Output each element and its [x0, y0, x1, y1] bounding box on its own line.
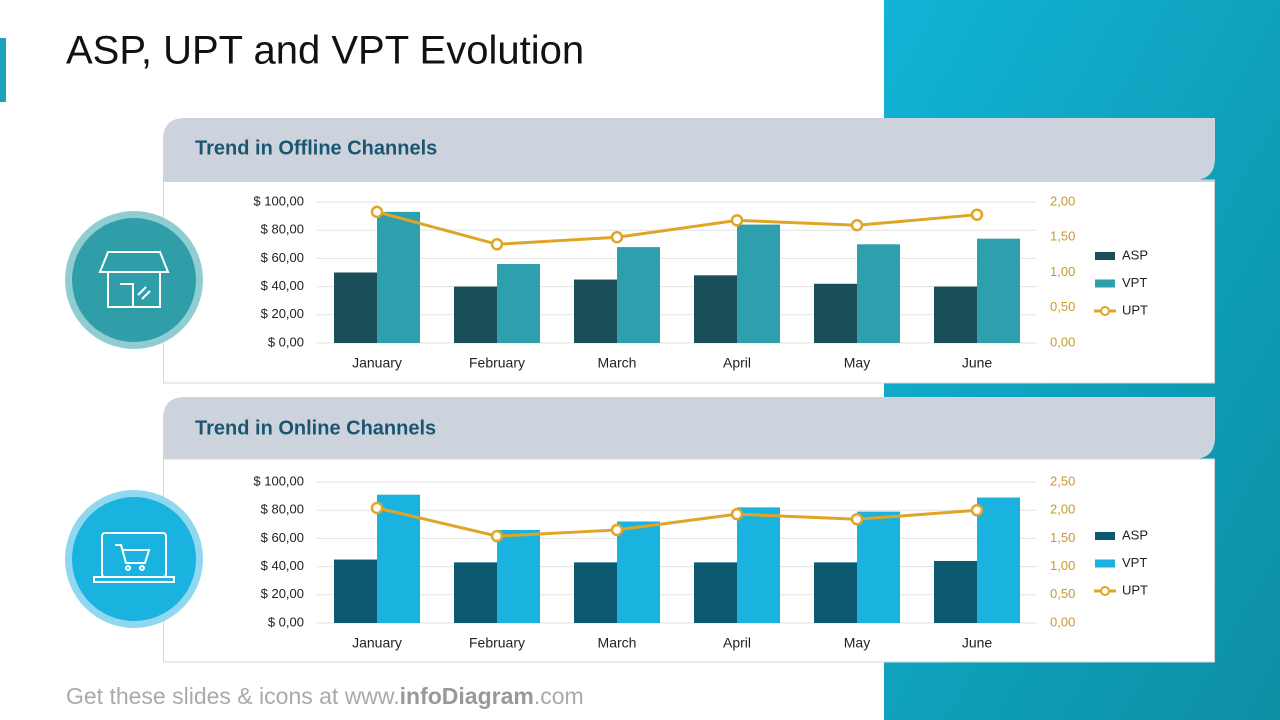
line-marker [970, 208, 984, 221]
bar [377, 211, 420, 343]
line-marker [850, 512, 864, 526]
panel-online [65, 397, 1215, 663]
y-tick-label: $ 100,00 [253, 473, 304, 488]
legend-label: ASP [1122, 247, 1148, 262]
bar [977, 497, 1020, 623]
line-marker [610, 231, 624, 244]
footer-suffix: .com [534, 683, 584, 709]
bar [497, 529, 540, 623]
y2-tick-label: 1,50 [1050, 229, 1075, 244]
y2-tick-label: 1,50 [1050, 530, 1075, 545]
x-tick-label: March [598, 635, 637, 651]
y-tick-label: $ 20,00 [261, 306, 304, 321]
x-tick-label: May [844, 635, 870, 651]
y2-tick-label: 0,50 [1050, 299, 1075, 314]
footer-brand: infoDiagram [400, 683, 534, 709]
bar [737, 507, 780, 623]
x-tick-label: June [962, 355, 993, 371]
slide-title: ASP, UPT and VPT Evolution [66, 29, 584, 73]
line [376, 210, 978, 246]
line-marker [370, 501, 384, 515]
legend-label: VPT [1122, 555, 1147, 570]
bar [857, 511, 900, 623]
y2-tick-label: 2,00 [1050, 502, 1075, 517]
legend-swatch [1100, 586, 1110, 596]
bar [977, 238, 1020, 343]
bar [574, 562, 617, 623]
legend-label: VPT [1122, 275, 1147, 290]
x-tick-label: February [469, 355, 525, 371]
y-tick-label: $ 100,00 [253, 193, 304, 208]
legend-label: ASP [1122, 527, 1148, 542]
bar [617, 521, 660, 623]
y2-tick-label: 0,00 [1050, 614, 1075, 629]
line-marker [970, 503, 984, 517]
bar [737, 224, 780, 343]
bar [694, 562, 737, 623]
x-tick-label: April [723, 635, 751, 651]
line-marker [610, 523, 624, 537]
y2-tick-label: 1,00 [1050, 558, 1075, 573]
bar [617, 247, 660, 343]
legend-swatch [1100, 306, 1110, 316]
bar [857, 244, 900, 343]
line-marker [850, 219, 864, 232]
legend-swatch [1095, 279, 1115, 288]
y2-tick-label: 2,50 [1050, 473, 1075, 488]
x-tick-label: January [352, 635, 402, 651]
y2-tick-label: 1,00 [1050, 264, 1075, 279]
y2-tick-label: 0,50 [1050, 586, 1075, 601]
line [376, 506, 978, 538]
y-tick-label: $ 40,00 [261, 558, 304, 573]
bar [334, 272, 377, 343]
bar [934, 560, 977, 623]
x-tick-label: June [962, 635, 993, 651]
y2-tick-label: 2,00 [1050, 193, 1075, 208]
legend-swatch [1095, 252, 1115, 260]
legend-swatch [1095, 559, 1115, 568]
y-tick-label: $ 80,00 [261, 222, 304, 237]
line-marker [490, 529, 504, 543]
bar [814, 283, 857, 343]
bar [814, 562, 857, 623]
line-marker [730, 507, 744, 521]
x-tick-label: January [352, 355, 402, 371]
chart-title: Trend in Online Channels [195, 417, 436, 439]
y-tick-label: $ 0,00 [268, 334, 304, 349]
line-marker [370, 205, 384, 219]
bar [934, 286, 977, 343]
y-tick-label: $ 40,00 [261, 278, 304, 293]
y-tick-label: $ 80,00 [261, 502, 304, 517]
x-tick-label: February [469, 635, 525, 651]
bar [454, 286, 497, 343]
x-tick-label: March [598, 355, 637, 371]
y-tick-label: $ 60,00 [261, 250, 304, 265]
x-tick-label: April [723, 355, 751, 371]
bar [694, 275, 737, 343]
bar [574, 279, 617, 343]
legend-swatch [1095, 532, 1115, 540]
bar [334, 559, 377, 623]
legend-label: UPT [1122, 582, 1148, 597]
bar [454, 562, 497, 623]
y-tick-label: $ 0,00 [268, 614, 304, 629]
footer-prefix: Get these slides & icons at www. [66, 683, 400, 709]
footer: Get these slides & icons at www.infoDiag… [66, 683, 584, 709]
y2-tick-label: 0,00 [1050, 334, 1075, 349]
accent-bar [0, 38, 6, 102]
bar [497, 264, 540, 343]
line-marker [730, 214, 744, 227]
line-marker [490, 238, 504, 251]
y-tick-label: $ 60,00 [261, 530, 304, 545]
x-tick-label: May [844, 355, 870, 371]
y-tick-label: $ 20,00 [261, 586, 304, 601]
legend-label: UPT [1122, 302, 1148, 317]
chart-title: Trend in Offline Channels [195, 137, 437, 159]
